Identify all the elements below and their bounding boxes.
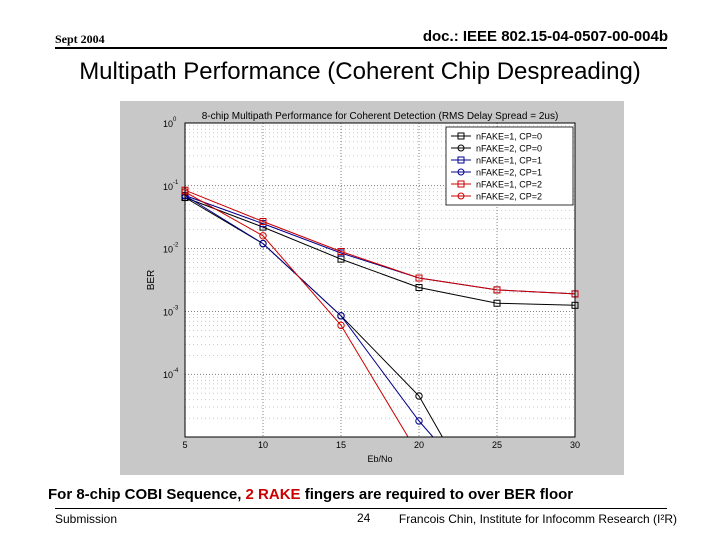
y-axis-label: BER [146, 270, 157, 291]
legend-marker [457, 132, 465, 140]
chart-panel: 5 10 15 20 25 30 10 0 10 -1 10 -2 10 -3 10 -4 8-chip Mul… [120, 101, 624, 475]
x-tick-label: 10 [258, 440, 268, 450]
data-point [493, 286, 501, 294]
slide-title: Multipath Performance (Coherent Chip Des… [79, 58, 641, 85]
data-point [337, 321, 345, 330]
series-line-1 [184, 197, 576, 306]
legend-marker [457, 144, 465, 152]
y-tick-exponent: 0 [173, 117, 177, 123]
x-tick-label: 25 [492, 440, 502, 450]
data-point [337, 312, 345, 320]
x-axis-label: Eb/No [367, 454, 392, 464]
caption-before: For 8-chip COBI Sequence, [48, 486, 246, 503]
y-tick-label: 10 [163, 245, 173, 255]
y-tick-label: 10 [163, 182, 173, 192]
data-point [415, 392, 423, 400]
y-tick-exponent: -2 [173, 243, 179, 249]
data-point [259, 239, 267, 248]
header-doc-id: doc.: IEEE 802.15-04-0507-00-004b [422, 28, 668, 45]
y-tick-exponent: -4 [173, 368, 179, 374]
data-point [415, 274, 423, 282]
header-date: Sept 2004 [55, 32, 105, 46]
caption-highlight: 2 RAKE [245, 486, 301, 503]
axes-frame [184, 122, 576, 438]
y-tick-label: 10 [163, 370, 173, 380]
data-point [415, 417, 423, 425]
legend-label: nFAKE=1, CP=2 [476, 180, 542, 190]
data-point [415, 284, 423, 292]
data-point [259, 232, 267, 240]
footer-author: Francois Chin, Institute for Infocomm Re… [398, 512, 677, 526]
y-tick-exponent: -3 [173, 305, 179, 311]
y-tick-label: 10 [163, 119, 173, 129]
legend-marker [457, 156, 465, 164]
data-point [259, 218, 267, 226]
caption-after: fingers are required to over BER floor [300, 486, 574, 503]
data-point [493, 299, 501, 307]
caption: For 8-chip COBI Sequence, 2 RAKE fingers… [48, 486, 573, 503]
chart-title: 8-chip Multipath Performance for Coheren… [202, 111, 559, 122]
series-line-5 [184, 189, 576, 295]
x-tick-label: 20 [414, 440, 424, 450]
x-tick-label: 5 [182, 440, 187, 450]
x-tick-label: 15 [336, 440, 346, 450]
legend-label: nFAKE=2, CP=2 [476, 192, 542, 202]
series-line-6 [184, 191, 409, 438]
y-tick-label: 10 [163, 307, 173, 317]
footer-page-number: 24 [357, 511, 371, 525]
y-tick-exponent: -1 [173, 180, 179, 186]
footer-rule [55, 508, 667, 509]
legend-label: nFAKE=1, CP=0 [476, 132, 542, 142]
data-point [337, 247, 345, 255]
legend-marker [457, 180, 465, 188]
header-rule [55, 47, 667, 49]
series-line-4 [184, 195, 434, 438]
legend-label: nFAKE=2, CP=0 [476, 144, 542, 154]
legend-marker [457, 168, 465, 176]
legend-marker [457, 192, 465, 200]
footer-submission: Submission [55, 512, 118, 526]
legend-label: nFAKE=1, CP=1 [476, 156, 542, 166]
legend-box [445, 126, 574, 206]
legend-label: nFAKE=2, CP=1 [476, 168, 542, 178]
x-tick-label: 30 [570, 440, 580, 450]
